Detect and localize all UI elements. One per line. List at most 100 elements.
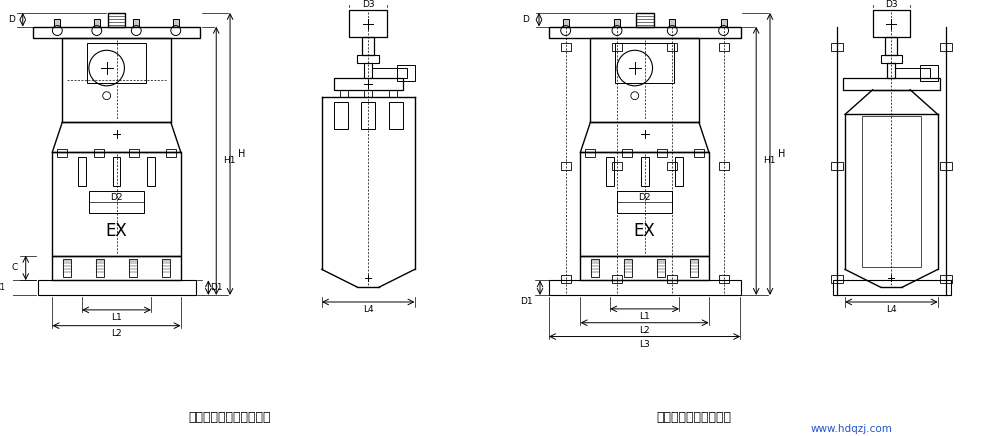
Bar bbox=[606, 157, 614, 187]
Bar bbox=[885, 37, 897, 55]
Bar bbox=[895, 68, 930, 78]
Text: EX: EX bbox=[634, 222, 656, 240]
Bar bbox=[636, 13, 654, 27]
Bar bbox=[334, 78, 403, 90]
Bar bbox=[389, 102, 403, 129]
Bar bbox=[129, 149, 139, 157]
Bar bbox=[881, 55, 902, 63]
Bar bbox=[133, 19, 139, 27]
Bar bbox=[113, 157, 120, 187]
Bar bbox=[94, 149, 104, 157]
Text: L2: L2 bbox=[639, 326, 650, 335]
Text: D: D bbox=[522, 15, 529, 24]
Bar bbox=[52, 152, 181, 255]
Text: L2: L2 bbox=[111, 329, 122, 338]
Bar bbox=[357, 55, 379, 63]
Bar bbox=[721, 19, 727, 27]
Bar bbox=[612, 276, 622, 283]
Bar bbox=[657, 259, 665, 277]
Bar bbox=[108, 13, 125, 27]
Bar bbox=[614, 19, 620, 27]
Text: L1: L1 bbox=[639, 312, 650, 321]
Bar bbox=[580, 152, 709, 255]
Bar bbox=[334, 102, 348, 129]
Bar bbox=[831, 276, 843, 283]
Text: H: H bbox=[778, 149, 785, 159]
Text: www.hdqzj.com: www.hdqzj.com bbox=[811, 424, 893, 434]
Bar bbox=[873, 10, 910, 37]
Bar bbox=[340, 90, 348, 97]
Bar bbox=[669, 19, 675, 27]
Bar bbox=[612, 43, 622, 51]
Bar bbox=[940, 276, 952, 283]
Bar bbox=[831, 43, 843, 51]
Bar bbox=[833, 280, 951, 295]
Bar bbox=[57, 149, 67, 157]
Bar bbox=[667, 162, 677, 170]
Text: L1: L1 bbox=[111, 313, 122, 322]
Bar bbox=[52, 255, 181, 280]
Bar bbox=[940, 43, 952, 51]
Bar bbox=[641, 157, 649, 187]
Bar bbox=[887, 63, 895, 78]
Bar bbox=[96, 259, 104, 277]
Bar bbox=[590, 38, 699, 123]
Bar bbox=[87, 43, 146, 83]
Bar bbox=[694, 149, 704, 157]
Text: 不具有負荷彈簧等推動器: 不具有負荷彈簧等推動器 bbox=[189, 411, 271, 424]
Bar bbox=[162, 259, 170, 277]
Bar bbox=[166, 149, 176, 157]
Text: L3: L3 bbox=[639, 340, 650, 349]
Bar bbox=[173, 19, 179, 27]
Bar bbox=[54, 19, 60, 27]
Bar bbox=[147, 157, 155, 187]
Bar bbox=[719, 162, 729, 170]
Text: L4: L4 bbox=[886, 305, 897, 314]
Text: H1: H1 bbox=[763, 157, 776, 165]
Bar bbox=[940, 162, 952, 170]
Bar bbox=[862, 116, 921, 267]
Bar bbox=[549, 27, 741, 38]
Bar bbox=[129, 259, 137, 277]
Bar bbox=[389, 90, 397, 97]
Bar bbox=[843, 78, 940, 90]
Bar bbox=[364, 63, 372, 78]
Bar bbox=[831, 162, 843, 170]
Bar bbox=[675, 157, 683, 187]
Bar bbox=[617, 191, 672, 213]
Bar bbox=[667, 43, 677, 51]
Text: D3: D3 bbox=[362, 0, 375, 9]
Text: D3: D3 bbox=[885, 0, 898, 9]
Bar bbox=[361, 102, 375, 129]
Bar bbox=[38, 280, 196, 295]
Text: D: D bbox=[8, 15, 15, 24]
Text: EX: EX bbox=[106, 222, 127, 240]
Bar bbox=[561, 162, 571, 170]
Text: D1: D1 bbox=[520, 297, 533, 307]
Text: 具有負荷彈簧等推動器: 具有負荷彈簧等推動器 bbox=[656, 411, 731, 424]
Bar bbox=[612, 162, 622, 170]
Bar bbox=[719, 43, 729, 51]
Bar bbox=[62, 38, 171, 123]
Bar bbox=[364, 90, 372, 97]
Bar bbox=[372, 68, 407, 78]
Bar bbox=[561, 43, 571, 51]
Text: H1: H1 bbox=[223, 157, 236, 165]
Bar bbox=[561, 276, 571, 283]
Bar bbox=[563, 19, 569, 27]
Bar bbox=[349, 10, 387, 37]
Bar bbox=[920, 65, 938, 81]
Bar bbox=[690, 259, 698, 277]
Bar bbox=[549, 280, 741, 295]
Bar bbox=[362, 37, 374, 55]
Bar bbox=[591, 259, 599, 277]
Text: H: H bbox=[238, 149, 245, 159]
Bar bbox=[624, 259, 632, 277]
Text: D1: D1 bbox=[210, 283, 223, 292]
Bar bbox=[887, 63, 895, 78]
Bar bbox=[78, 157, 86, 187]
Text: C1: C1 bbox=[0, 283, 6, 292]
Bar bbox=[622, 149, 632, 157]
Bar bbox=[397, 65, 415, 81]
Bar bbox=[657, 149, 667, 157]
